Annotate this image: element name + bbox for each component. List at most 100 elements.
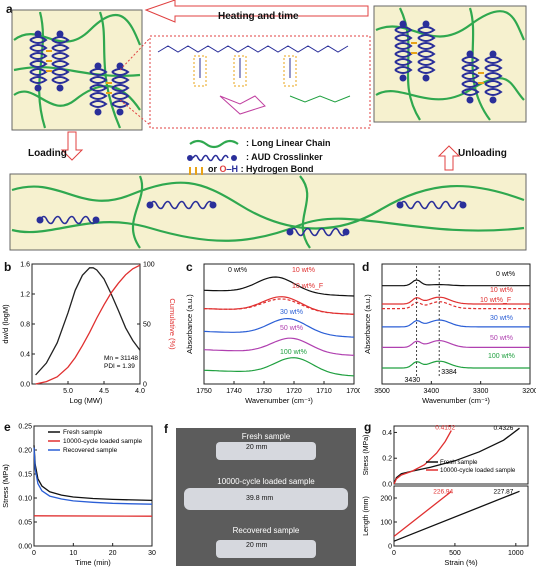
- chart-d-series-4: [382, 339, 530, 348]
- loaded-sample-label: 10000-cycle loaded sample: [217, 477, 315, 486]
- legend-hbond-text: : Hydrogen Bond: [240, 164, 314, 174]
- chart-d-series-label: 10 wt%_F: [480, 297, 511, 304]
- chart-d-series-5: [382, 360, 530, 369]
- chart-e-series-0: [33, 445, 153, 502]
- chart-c-series-2: [203, 298, 355, 315]
- chart-d-ylabel: Absorbance (a.u.): [363, 294, 372, 354]
- chart-c-series-label: 10 wt%: [292, 267, 315, 274]
- chart-e-xtick-label: 20: [109, 550, 117, 557]
- junction-points-right: [399, 20, 497, 104]
- recovered-sample-dimension: 20 mm: [246, 542, 268, 549]
- chart-g-series-3: [393, 490, 452, 537]
- chart-b-right-ytick-label: 50: [143, 322, 151, 329]
- heating-arrow: [144, 0, 369, 23]
- chart-e-xlabel: Time (min): [75, 558, 111, 567]
- panel-b-label: b: [4, 260, 12, 274]
- chart-g-xtick-label: 0: [392, 550, 396, 557]
- chart-c-series-label: 10 wt%_F: [292, 283, 323, 290]
- chart-g-annotation: 0.4152: [435, 424, 455, 431]
- chart-b-y2label: Cumulative (%): [168, 298, 177, 350]
- chart-d-series-label: 10 wt%: [490, 287, 513, 294]
- chart-e-xtick-label: 10: [69, 550, 77, 557]
- chart-e-ytick-label: 0.15: [18, 472, 32, 479]
- recovered-sample-photo: [216, 540, 316, 558]
- chart-g-legend-label: Fresh sample: [440, 459, 478, 466]
- panel-c-label: c: [186, 260, 193, 274]
- chart-d-xlabel: Wavenumber (cm⁻¹): [422, 396, 490, 405]
- chart-g-bottom-ytick-label: 0: [388, 544, 392, 551]
- chart-e-ytick-label: 0.20: [18, 448, 32, 455]
- chart-g-annotation: 226.94: [433, 489, 453, 496]
- aud-crosslinkers-stretched: [39, 200, 464, 237]
- chart-g-top-ytick-label: 0.2: [382, 456, 392, 463]
- chart-g-top-plot-area: [393, 425, 529, 485]
- chart-d-series-3: [382, 319, 530, 328]
- chart-c-xtick-label: 1710: [316, 388, 332, 395]
- legend-o: O: [219, 164, 227, 174]
- chart-d-xtick-label: 3300: [473, 388, 489, 395]
- panel-e-label: e: [4, 420, 11, 434]
- loaded-sample-dimension: 39.8 mm: [246, 495, 274, 502]
- panel-g-label: g: [364, 420, 372, 434]
- chart-c-xtick-label: 1700: [346, 388, 360, 395]
- chart-e-series-2: [33, 447, 153, 505]
- chart-g-bottom-ytick-label: 100: [380, 520, 392, 527]
- chart-c-xlabel: Wavenumber (cm⁻¹): [245, 396, 313, 405]
- chart-c-series-label: 30 wt%: [280, 309, 303, 316]
- chart-g-bottom-ytick-label: 200: [380, 496, 392, 503]
- chart-c-series-label: 0 wt%: [228, 267, 247, 274]
- chart-c-series-label: 50 wt%: [280, 325, 303, 332]
- chart-c-ylabel: Absorbance (a.u.): [185, 294, 194, 354]
- chart-g-ylabel-bottom: Length (mm): [363, 496, 370, 536]
- aud-crosslinkers-right: [394, 26, 503, 96]
- chart-b-ytick-label: 0.4: [20, 352, 30, 359]
- zoom-guides: [119, 37, 151, 126]
- chart-d-series-0: [382, 279, 530, 287]
- chart-b-xtick-label: 4.5: [99, 388, 109, 395]
- chart-b-ytick-label: 0.0: [20, 382, 30, 389]
- chart-e-plot-area: [33, 425, 153, 547]
- chart-g-legend-label: 10000-cycle loaded sample: [440, 467, 516, 474]
- chart-b-series-0: [35, 267, 141, 376]
- panel-d-label: d: [362, 260, 370, 274]
- chart-e-ytick-label: 0.05: [18, 520, 32, 527]
- chart-b-xtick-label: 5.0: [63, 388, 73, 395]
- chart-b-right-ytick-label: 100: [143, 262, 155, 269]
- chart-c-series-label: 100 wt%: [280, 349, 307, 356]
- chart-g-xtick-label: 500: [449, 550, 461, 557]
- chart-b-annotation-pdi: PDI = 1.39: [104, 363, 135, 370]
- chart-d-xtick-label: 3500: [374, 388, 390, 395]
- chart-d-xtick-label: 3400: [424, 388, 440, 395]
- chart-c-series-3: [203, 317, 355, 338]
- loading-label: Loading: [28, 148, 67, 159]
- chart-d-marker-label: 3430: [405, 377, 421, 384]
- chart-c-xtick-label: 1730: [256, 388, 272, 395]
- chart-b-right-ytick-label: 0: [143, 382, 147, 389]
- chart-c-series-5: [203, 357, 355, 377]
- chart-e-ytick-label: 0.25: [18, 424, 32, 431]
- chart-e-legend-label: Fresh sample: [63, 429, 103, 436]
- hydrogen-bond-markers: [193, 55, 297, 87]
- fresh-sample-dimension: 20 mm: [246, 444, 268, 451]
- chart-c-ftir-carbonyl: 1750 1740 1730 1720 1710 1700 0 wt% 10 wt% 10 wt…: [185, 263, 360, 405]
- chart-e-legend-label: Recovered sample: [63, 447, 118, 454]
- chart-g-annotation: 227.87: [493, 488, 513, 495]
- chart-g-tensile: 0 500 1000 0.0 0.2 0.4 0 100 200 0.4152 0.4326 226.…: [363, 424, 529, 567]
- chart-e-xtick-label: 30: [148, 550, 156, 557]
- chart-b-annotation-mn: Mn = 31148: [104, 355, 138, 362]
- chart-g-top-ytick-label: 0.0: [382, 482, 392, 489]
- chart-g-ylabel-top: Stress (MPa): [363, 435, 370, 476]
- chart-g-series-0: [393, 427, 520, 485]
- chart-b-xtick-label: 4.0: [135, 388, 145, 395]
- crosslinker-legend-icon: [187, 154, 237, 162]
- chart-b-ylabel: dw/d (logM): [1, 304, 10, 344]
- legend-hydrogen-bond: or O‒H : Hydrogen Bond: [208, 164, 314, 174]
- chart-g-xtick-label: 1000: [508, 550, 524, 557]
- junction-points-stretched: [36, 201, 467, 236]
- chart-e-ylabel: Stress (MPa): [1, 464, 10, 508]
- junction-points-left: [34, 30, 124, 116]
- chart-d-series-label: 30 wt%: [490, 315, 513, 322]
- chart-b-ytick-label: 1.2: [20, 292, 30, 299]
- linear-chains-stretched: [11, 175, 525, 249]
